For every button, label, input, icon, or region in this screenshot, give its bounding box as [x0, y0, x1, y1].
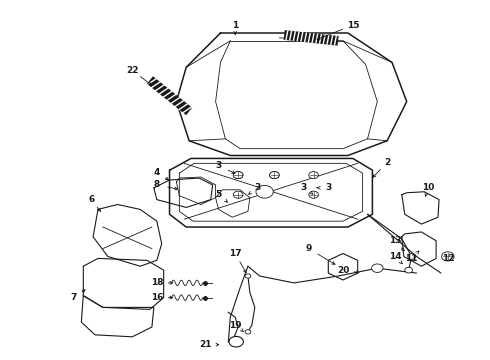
Text: 12: 12: [441, 254, 454, 263]
Text: 3: 3: [325, 183, 331, 192]
Text: 8: 8: [154, 180, 160, 189]
Text: 22: 22: [126, 66, 139, 75]
Text: 3: 3: [255, 183, 261, 192]
Circle shape: [408, 253, 416, 259]
Circle shape: [229, 336, 244, 347]
Text: 1: 1: [232, 21, 238, 30]
Text: 2: 2: [384, 158, 390, 167]
Text: 10: 10: [422, 183, 435, 192]
Text: 16: 16: [150, 293, 163, 302]
Text: 18: 18: [150, 278, 163, 287]
Circle shape: [233, 172, 243, 179]
Text: 21: 21: [199, 340, 212, 349]
Circle shape: [270, 172, 279, 179]
Text: 17: 17: [229, 249, 242, 258]
Circle shape: [245, 274, 251, 278]
Text: 11: 11: [405, 254, 418, 263]
Circle shape: [233, 172, 243, 179]
Text: 9: 9: [305, 244, 312, 253]
Circle shape: [309, 172, 318, 179]
Text: 19: 19: [229, 320, 242, 329]
Circle shape: [245, 330, 251, 334]
Text: 3: 3: [216, 161, 221, 170]
Text: 7: 7: [70, 293, 77, 302]
Circle shape: [405, 267, 413, 273]
Text: 13: 13: [389, 236, 401, 245]
Circle shape: [270, 172, 279, 179]
Text: 4: 4: [153, 168, 160, 177]
Circle shape: [371, 264, 383, 273]
Text: 15: 15: [346, 21, 359, 30]
Text: 6: 6: [88, 195, 94, 204]
Text: 3: 3: [301, 183, 307, 192]
Circle shape: [233, 191, 243, 198]
Circle shape: [309, 191, 318, 198]
Circle shape: [441, 252, 454, 261]
Text: 20: 20: [337, 266, 349, 275]
Text: 14: 14: [389, 252, 401, 261]
Circle shape: [256, 185, 273, 198]
Text: 5: 5: [216, 190, 221, 199]
